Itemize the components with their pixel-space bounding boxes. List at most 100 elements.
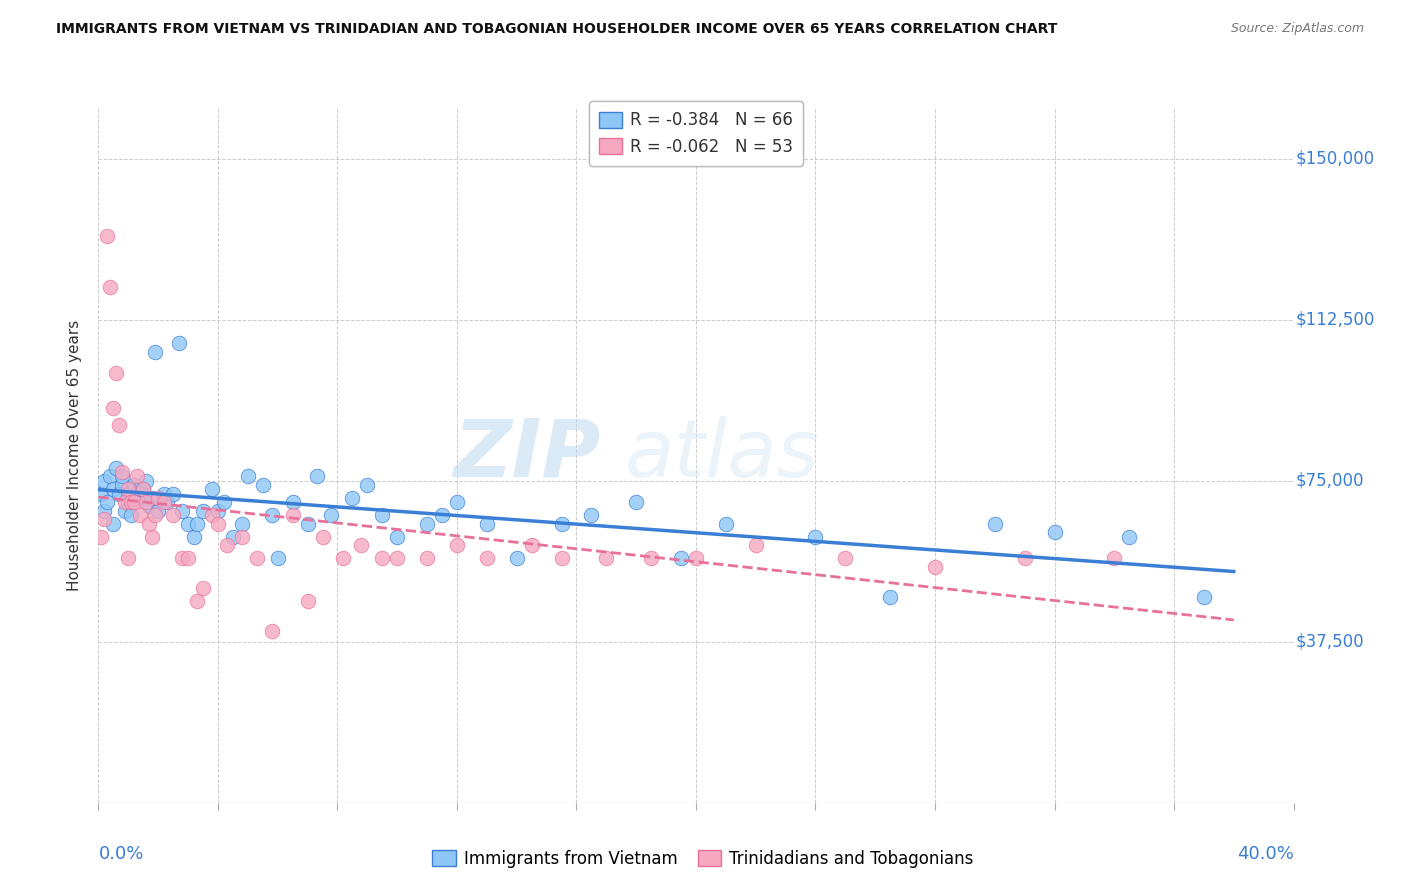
Point (191, 504, 214, 518)
Point (93, 512, 115, 526)
Point (201, 508, 224, 522)
Text: Source: ZipAtlas.com: Source: ZipAtlas.com (1230, 22, 1364, 36)
Point (332, 551, 354, 566)
Point (111, 465, 134, 479)
Point (252, 478, 274, 492)
Point (93, 504, 115, 518)
Point (103, 401, 125, 415)
Legend: R = -0.384   N = 66, R = -0.062   N = 53: R = -0.384 N = 66, R = -0.062 N = 53 (589, 102, 803, 166)
Point (260, 624, 283, 638)
Point (1104, 551, 1126, 566)
Point (96, 495, 118, 509)
Point (141, 491, 163, 505)
Point (177, 516, 200, 531)
Point (231, 516, 253, 531)
Text: atlas: atlas (624, 416, 820, 494)
Point (186, 516, 208, 531)
Text: $37,500: $37,500 (1296, 632, 1365, 651)
Point (124, 495, 146, 509)
Text: ZIP: ZIP (453, 416, 600, 494)
Point (506, 551, 529, 566)
Point (90, 529, 112, 543)
Point (93, 474, 115, 488)
Point (111, 478, 134, 492)
Point (138, 516, 160, 531)
Point (1192, 590, 1215, 604)
Point (311, 529, 333, 543)
Point (520, 538, 543, 552)
Point (231, 529, 253, 543)
Point (924, 559, 946, 574)
Point (117, 486, 139, 500)
Point (132, 483, 155, 497)
Point (127, 491, 149, 505)
Point (581, 508, 603, 522)
Point (685, 551, 707, 566)
Point (148, 504, 170, 518)
Point (550, 516, 572, 531)
Point (111, 469, 134, 483)
Point (834, 551, 856, 566)
Point (267, 551, 290, 566)
Point (162, 486, 184, 500)
Y-axis label: Householder Income Over 65 years: Householder Income Over 65 years (67, 319, 83, 591)
Text: IMMIGRANTS FROM VIETNAM VS TRINIDADIAN AND TOBAGONIAN HOUSEHOLDER INCOME OVER 65: IMMIGRANTS FROM VIETNAM VS TRINIDADIAN A… (56, 22, 1057, 37)
Point (416, 516, 439, 531)
Point (714, 516, 737, 531)
Point (356, 478, 378, 492)
Point (416, 551, 439, 566)
Point (595, 551, 617, 566)
Text: $112,500: $112,500 (1296, 310, 1375, 328)
Point (236, 469, 259, 483)
Point (215, 538, 238, 552)
Point (222, 529, 245, 543)
Point (201, 483, 224, 497)
Point (148, 491, 170, 505)
Point (120, 495, 142, 509)
Point (212, 495, 235, 509)
Point (430, 508, 453, 522)
Point (177, 551, 200, 566)
Point (371, 551, 394, 566)
Point (260, 508, 283, 522)
Text: 0.0%: 0.0% (98, 845, 143, 863)
Point (191, 581, 214, 595)
Text: 40.0%: 40.0% (1237, 845, 1294, 863)
Point (745, 538, 768, 552)
Point (1118, 529, 1140, 543)
Point (246, 551, 269, 566)
Point (297, 516, 319, 531)
Point (1043, 525, 1066, 540)
Point (550, 551, 572, 566)
Point (385, 551, 409, 566)
Point (446, 495, 468, 509)
Point (385, 529, 409, 543)
Point (96, 228, 118, 243)
Point (129, 508, 152, 522)
Point (1014, 551, 1036, 566)
Point (117, 483, 139, 497)
Point (983, 516, 1005, 531)
Point (281, 495, 304, 509)
Legend: Immigrants from Vietnam, Trinidadians and Tobagonians: Immigrants from Vietnam, Trinidadians an… (426, 844, 980, 875)
Point (172, 551, 194, 566)
Point (103, 516, 125, 531)
Point (640, 551, 662, 566)
Point (114, 504, 136, 518)
Point (90, 486, 112, 500)
Point (342, 491, 364, 505)
Point (281, 508, 304, 522)
Point (98, 469, 122, 483)
Point (879, 590, 901, 604)
Point (98, 280, 122, 294)
Point (207, 504, 229, 518)
Point (167, 336, 190, 351)
Point (350, 538, 373, 552)
Point (305, 469, 328, 483)
Point (446, 538, 468, 552)
Point (120, 508, 142, 522)
Point (127, 469, 149, 483)
Point (183, 529, 205, 543)
Text: $150,000: $150,000 (1296, 150, 1375, 168)
Point (153, 495, 176, 509)
